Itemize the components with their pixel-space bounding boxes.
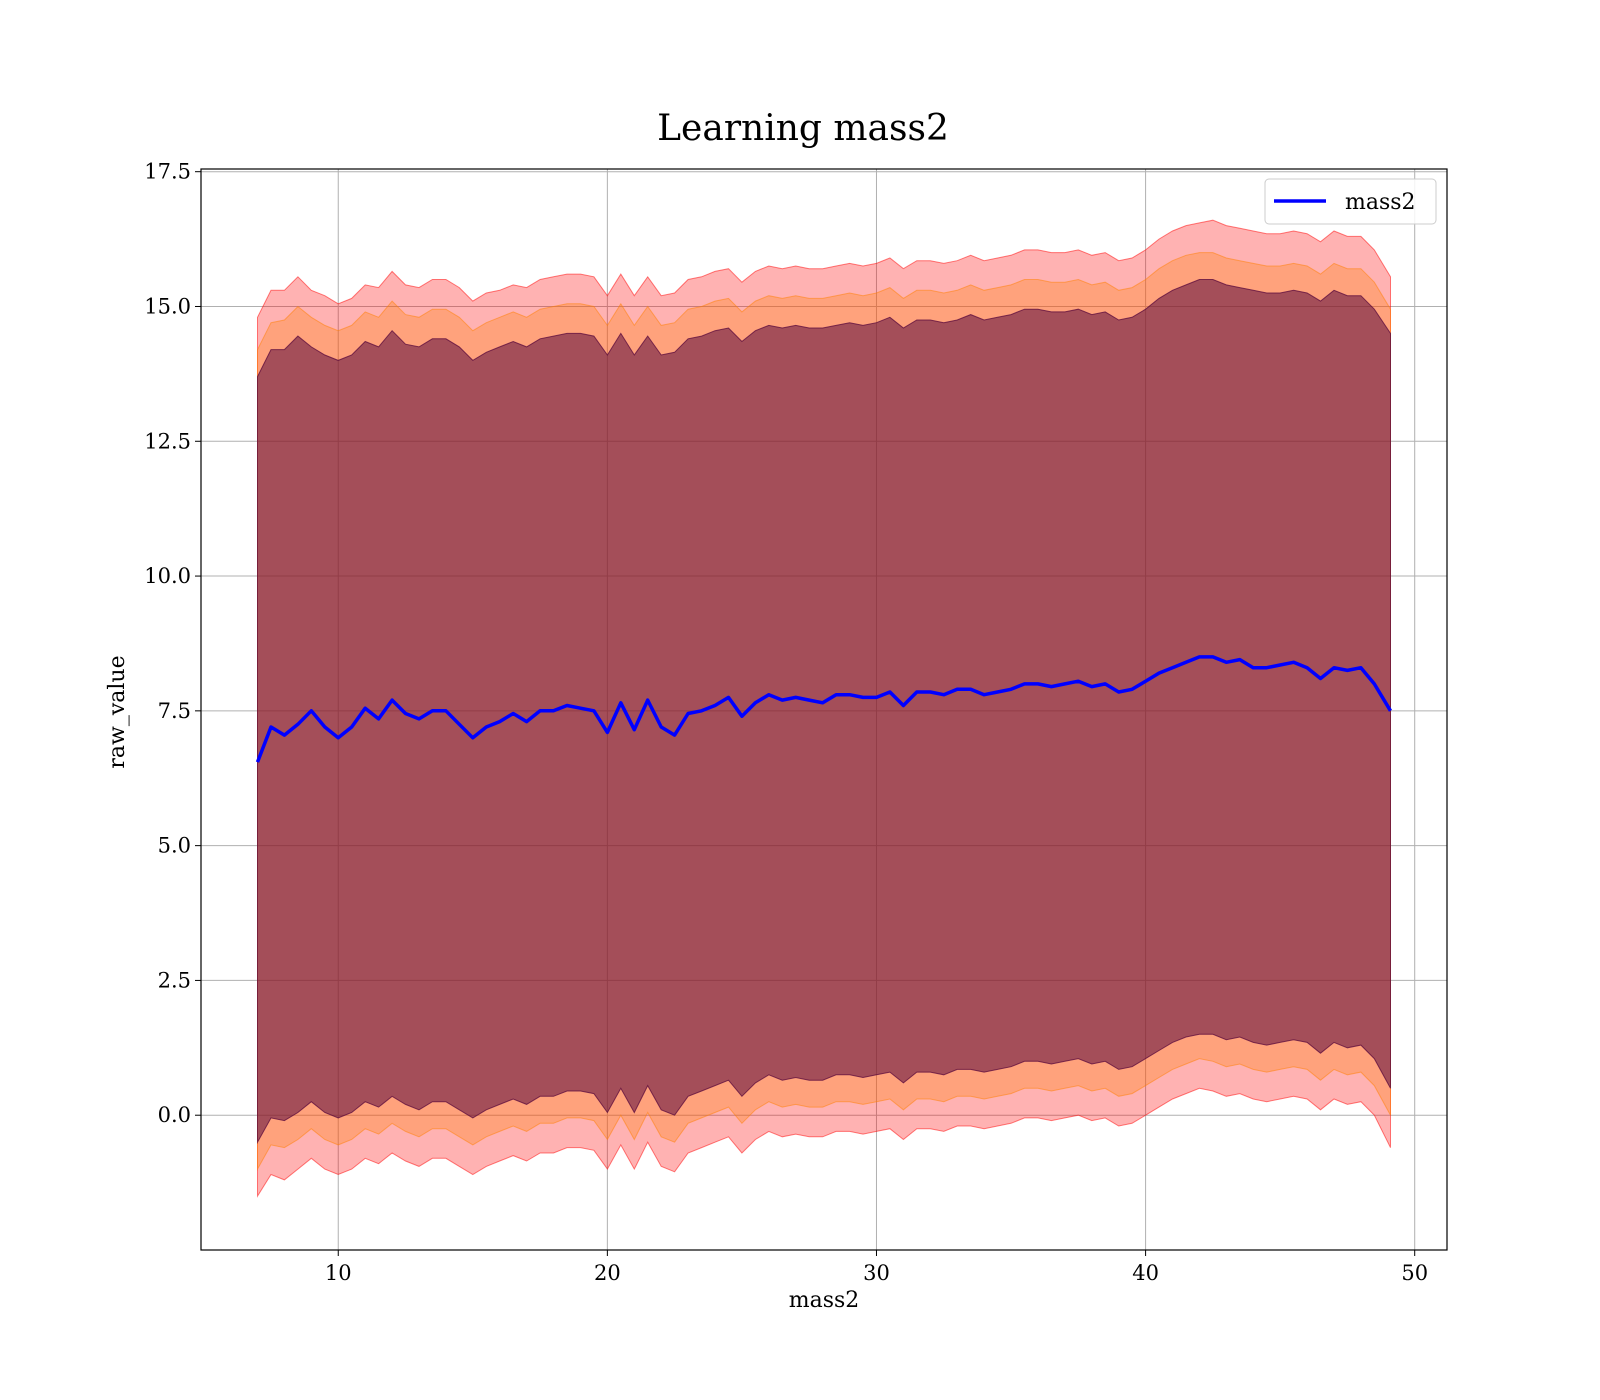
chart-title: Learning mass2 — [657, 108, 949, 149]
x-axis-label: mass2 — [789, 1288, 860, 1313]
y-tick-label: 17.5 — [144, 160, 191, 184]
band-2 — [257, 279, 1391, 1145]
legend-box — [1264, 178, 1437, 225]
x-tick-label: 30 — [863, 1261, 890, 1285]
y-tick-label: 15.0 — [144, 294, 191, 318]
plot-frame — [200, 168, 1448, 1251]
x-tick-label: 20 — [594, 1261, 621, 1285]
x-tick-label: 10 — [325, 1261, 352, 1285]
series-line-mass2 — [255, 655, 1392, 763]
y-tick-label: 5.0 — [158, 834, 191, 858]
series-lines — [255, 655, 1392, 763]
legend: mass2 — [1264, 178, 1437, 225]
y-tick-label: 12.5 — [144, 429, 191, 453]
confidence-bands — [257, 219, 1391, 1198]
y-tick-label: 10.0 — [144, 564, 191, 588]
y-tick-label: 0.0 — [158, 1103, 191, 1127]
legend-label: mass2 — [1345, 190, 1416, 215]
x-tick-label: 40 — [1132, 1261, 1159, 1285]
y-tick-label: 7.5 — [158, 699, 191, 723]
x-tick-label: 50 — [1401, 1261, 1428, 1285]
y-axis-label: raw_value — [105, 655, 130, 768]
y-tick-label: 2.5 — [158, 968, 191, 992]
x-axis-ticks: 10 20 30 40 50 — [325, 1250, 1428, 1285]
y-axis-ticks: 0.0 2.5 5.0 7.5 10.0 12.5 15.0 17.5 — [144, 160, 201, 1127]
